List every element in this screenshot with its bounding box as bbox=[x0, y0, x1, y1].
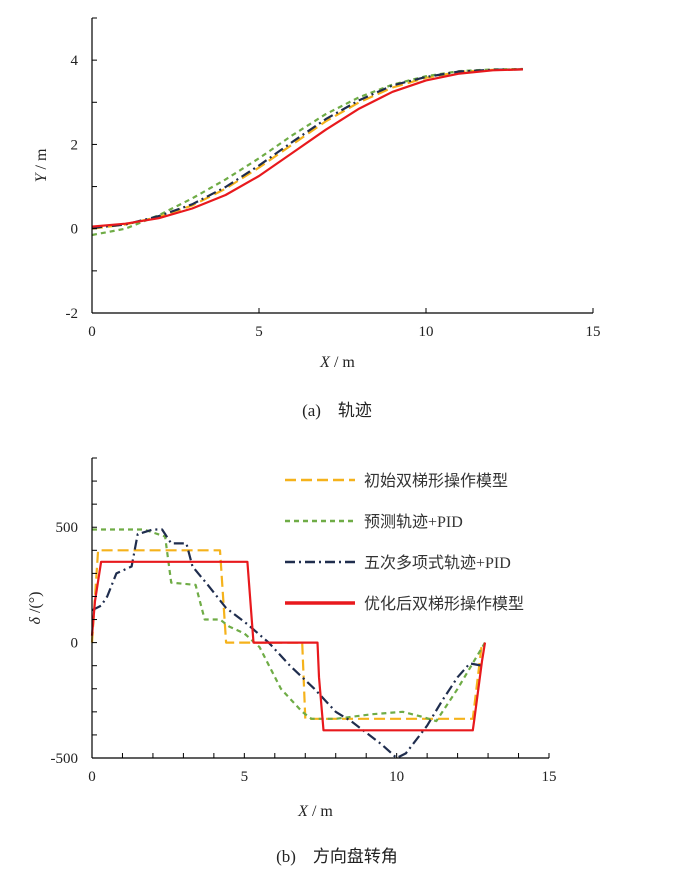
y-tick-label: 2 bbox=[71, 137, 79, 153]
x-axis-unit: / m bbox=[308, 803, 333, 820]
y-tick-label: 500 bbox=[56, 520, 79, 536]
x-tick-label: 0 bbox=[88, 769, 96, 785]
x-tick-label: 15 bbox=[586, 324, 601, 340]
legend-label: 初始双梯形操作模型 bbox=[364, 472, 508, 490]
legend-item: 五次多项式轨迹+PID bbox=[285, 554, 511, 572]
y-axis-label: δ /(°) bbox=[27, 592, 44, 625]
legend-item: 预测轨迹+PID bbox=[285, 513, 463, 531]
y-tick-label: 4 bbox=[71, 53, 79, 69]
chart-steering-angle: 0 5 10 15 -500 0 500 X / m δ /(°) (b) 方向盘转角 初始双梯形操… bbox=[27, 457, 557, 866]
x-axis-unit: / m bbox=[330, 354, 355, 371]
x-tick-label: 0 bbox=[88, 324, 96, 340]
x-axis-variable: X bbox=[319, 354, 331, 371]
y-axis-label: Y / m bbox=[33, 148, 50, 182]
y-axis-unit: /(°) bbox=[27, 592, 44, 618]
series-line-initial bbox=[91, 68, 523, 230]
x-tick-label: 10 bbox=[389, 769, 404, 785]
x-tick-label: 10 bbox=[419, 324, 434, 340]
legend-label: 五次多项式轨迹+PID bbox=[364, 554, 511, 572]
series-line-initial bbox=[90, 549, 484, 720]
x-axis-label: X / m bbox=[319, 354, 355, 371]
series-line-quintic bbox=[91, 68, 523, 229]
legend-item: 初始双梯形操作模型 bbox=[285, 472, 508, 490]
series-line-predictive bbox=[92, 528, 486, 723]
series-line-optimized bbox=[90, 560, 487, 732]
x-tick-label: 5 bbox=[241, 769, 249, 785]
y-tick-label: -2 bbox=[66, 306, 79, 322]
y-tick-label: 0 bbox=[71, 222, 79, 238]
figure-caption: (b) 方向盘转角 bbox=[276, 847, 398, 866]
y-axis-variable: δ bbox=[27, 616, 44, 624]
y-tick-label: 0 bbox=[71, 636, 79, 652]
y-axis-unit: / m bbox=[33, 148, 50, 173]
series-line-optimized bbox=[91, 68, 523, 228]
legend-item: 优化后双梯形操作模型 bbox=[285, 595, 524, 613]
series-line-predictive bbox=[91, 67, 523, 237]
y-tick-label: -500 bbox=[51, 751, 79, 767]
y-axis-variable: Y bbox=[33, 171, 50, 182]
legend-label: 预测轨迹+PID bbox=[364, 513, 463, 531]
figure-caption: (a) 轨迹 bbox=[302, 401, 372, 420]
x-axis-label: X / m bbox=[297, 803, 333, 820]
x-axis-variable: X bbox=[297, 803, 309, 820]
x-tick-label: 5 bbox=[255, 324, 263, 340]
legend-label: 优化后双梯形操作模型 bbox=[364, 595, 524, 613]
x-tick-label: 15 bbox=[542, 769, 557, 785]
